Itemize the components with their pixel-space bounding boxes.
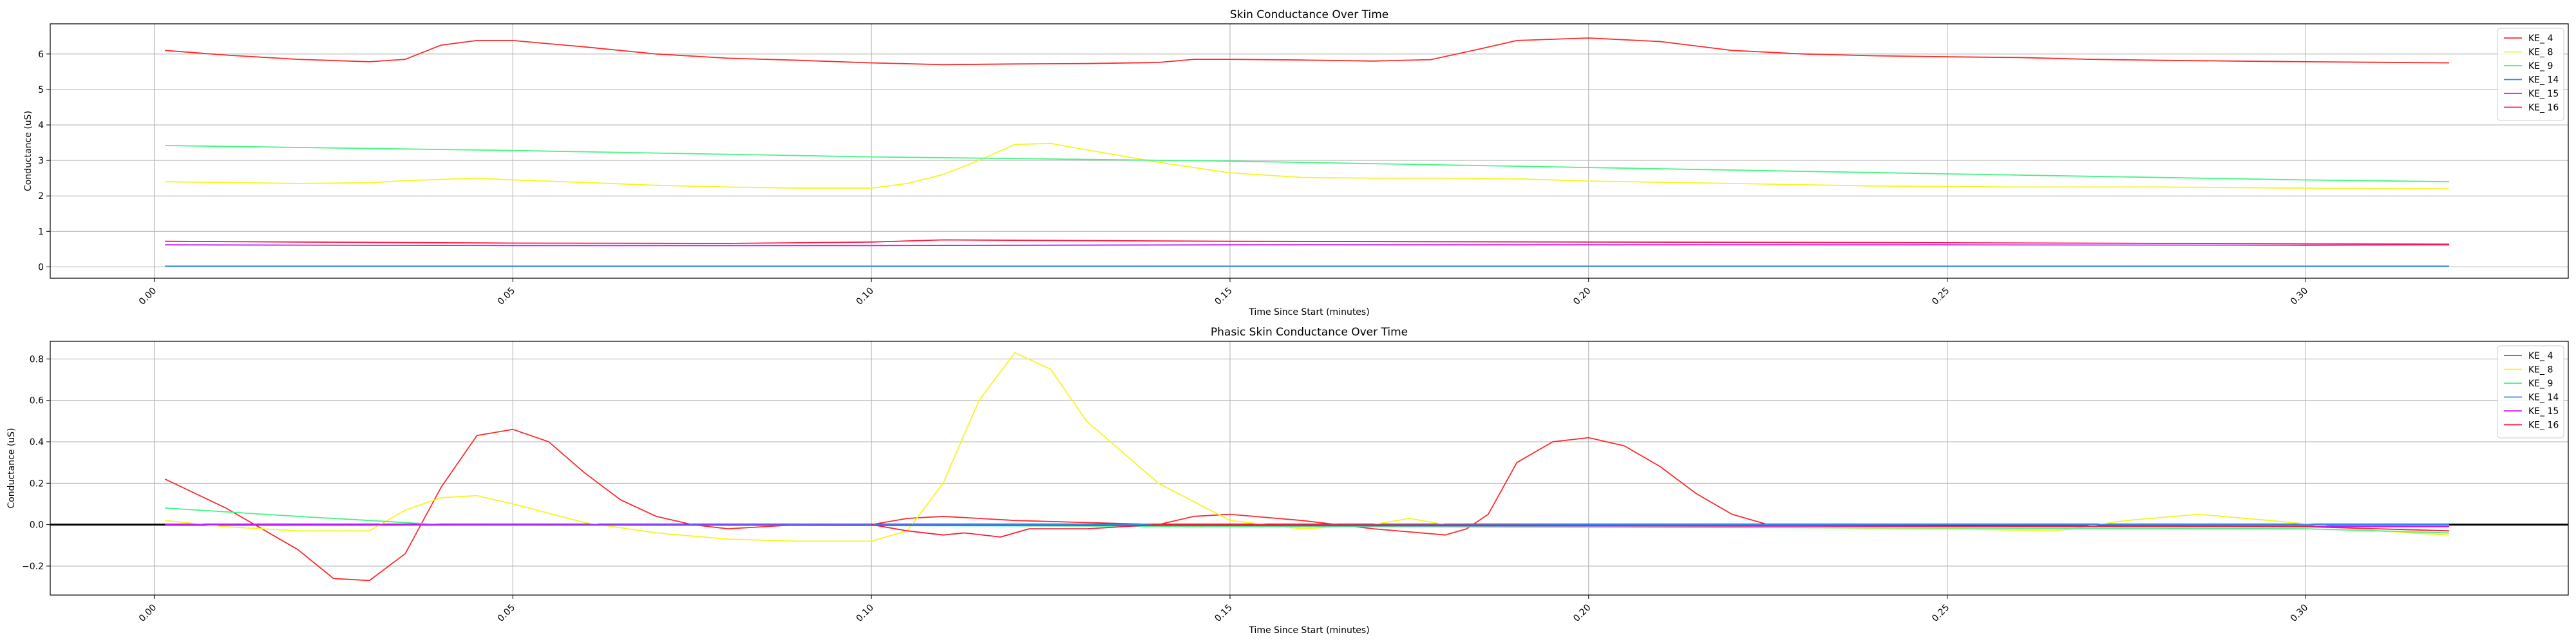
legend-entry: KE_ 14 <box>2528 393 2559 403</box>
series-line-ke4 <box>164 428 1768 582</box>
legend-entry: KE_ 15 <box>2528 89 2559 99</box>
x-tick-label: 0.25 <box>1930 603 1951 624</box>
x-tick-label: 0.10 <box>855 286 876 307</box>
y-tick-label: 6 <box>38 50 44 60</box>
x-tick-label: 0.05 <box>496 603 517 624</box>
y-tick-label: −0.2 <box>22 562 44 572</box>
y-tick-label: 0.2 <box>30 478 44 489</box>
plot-frame <box>50 23 2569 279</box>
legend: KE_ 4 KE_ 8 KE_ 9 KE_ 14 KE_ 15 KE_ 16 <box>2497 345 2564 439</box>
plot-frame <box>50 341 2569 596</box>
y-tick-label: 2 <box>38 191 44 202</box>
chart-title: Skin Conductance Over Time <box>1230 8 1388 21</box>
x-tick-label: 0.05 <box>496 286 517 307</box>
legend-entry: KE_ 15 <box>2528 406 2559 417</box>
y-tick-label: 0.6 <box>30 396 44 406</box>
x-tick-label: 0.00 <box>137 603 158 624</box>
x-tick-label: 0.15 <box>1213 286 1234 307</box>
legend-entry: KE_ 9 <box>2528 61 2553 71</box>
series-line-ke9 <box>165 507 2450 534</box>
y-tick-label: 0.0 <box>30 520 44 531</box>
y-tick-label: 0.4 <box>30 437 44 448</box>
x-tick-label: 0.15 <box>1213 603 1234 624</box>
series-line-ke9 <box>165 145 2450 183</box>
series-line-ke8 <box>165 352 2450 542</box>
legend-entry: KE_ 8 <box>2528 365 2553 375</box>
y-axis-label: Conductance (uS) <box>6 428 17 508</box>
x-tick-label: 0.20 <box>1571 286 1593 307</box>
legend-entry: KE_ 4 <box>2528 351 2553 361</box>
legend-entry: KE_ 4 <box>2528 33 2553 44</box>
legend: KE_ 4 KE_ 8 KE_ 9 KE_ 14 KE_ 15 KE_ 16 <box>2497 28 2564 121</box>
y-tick-label: 1 <box>38 227 44 237</box>
series-line-ke4 <box>165 37 2450 66</box>
x-tick-label: 0.00 <box>137 286 158 307</box>
y-tick-label: 5 <box>38 85 44 95</box>
y-tick-label: 4 <box>38 120 44 131</box>
x-tick-label: 0.20 <box>1571 603 1593 624</box>
series-line-ke16 <box>871 524 2450 538</box>
skin-conductance-chart: 0.00 0.05 0.10 0.15 0.20 0.25 0.30 0 1 2 3 4 5 6 Skin … <box>23 8 2569 317</box>
legend-entry: KE_ 9 <box>2528 379 2553 389</box>
x-tick-label: 0.25 <box>1930 286 1951 307</box>
legend-entry: KE_ 14 <box>2528 75 2559 86</box>
x-tick-label: 0.30 <box>2289 286 2310 307</box>
legend-entry: KE_ 8 <box>2528 48 2553 58</box>
x-tick-label: 0.10 <box>855 603 876 624</box>
y-tick-label: 3 <box>38 156 44 166</box>
y-tick-label: 0 <box>38 262 44 272</box>
series-line-ke8 <box>165 142 2450 190</box>
y-tick-label: 0.8 <box>30 354 44 365</box>
legend-entry: KE_ 16 <box>2528 421 2559 431</box>
series-line-ke16 <box>165 239 2450 245</box>
y-axis-label: Conductance (uS) <box>23 111 33 191</box>
legend-entry: KE_ 16 <box>2528 103 2559 113</box>
x-tick-label: 0.30 <box>2289 603 2310 624</box>
x-axis-label: Time Since Start (minutes) <box>1248 625 1369 636</box>
chart-title: Phasic Skin Conductance Over Time <box>1211 326 1408 339</box>
x-axis-label: Time Since Start (minutes) <box>1248 307 1369 317</box>
phasic-skin-conductance-chart: 0.00 0.05 0.10 0.15 0.20 0.25 0.30 −0.2 0.0 0.2 0.… <box>6 326 2569 636</box>
